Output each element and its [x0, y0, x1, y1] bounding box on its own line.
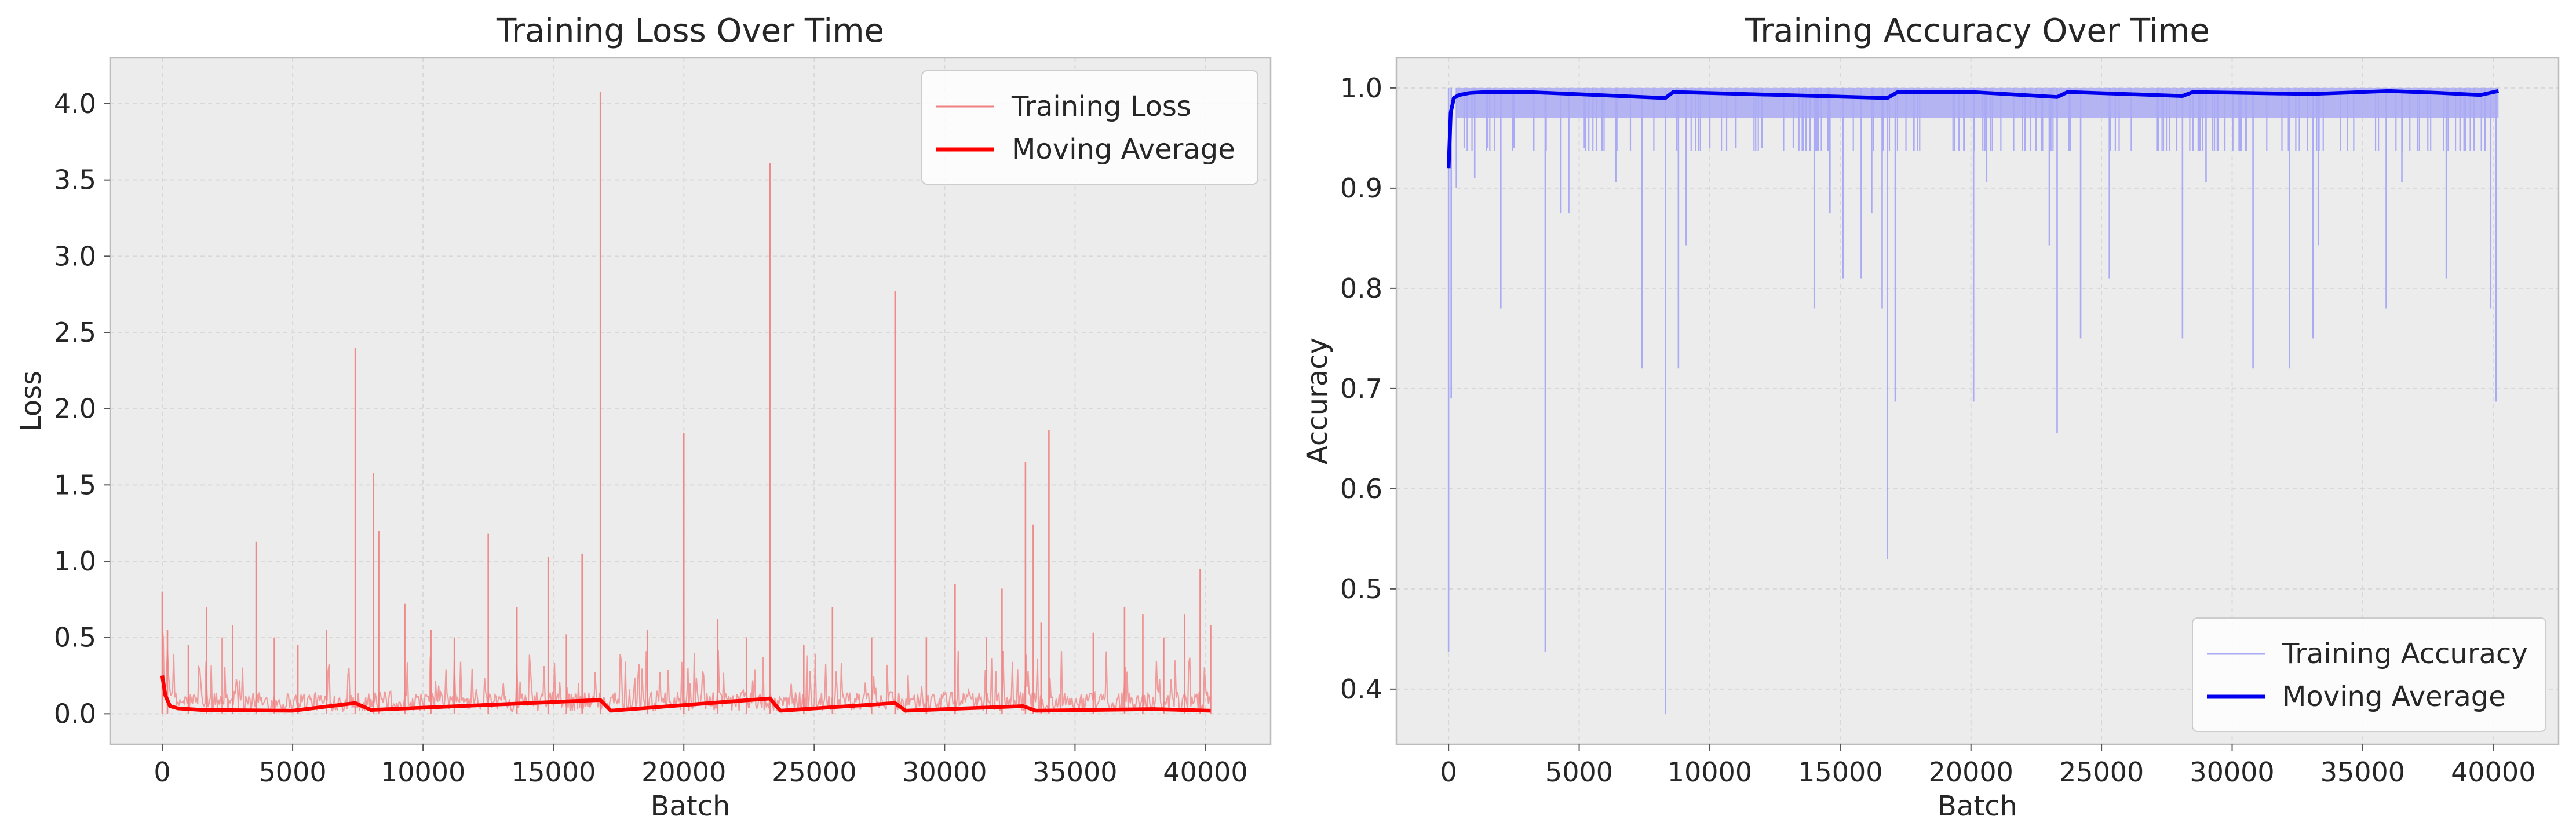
legend: Training Accuracy Moving Average	[2192, 617, 2546, 732]
axes-frame	[1395, 57, 2560, 745]
y-tick-label: 1.5	[54, 469, 96, 500]
x-tick-label: 30000	[2190, 756, 2274, 788]
plot-lines	[160, 91, 1212, 714]
x-tick-label: 40000	[2451, 756, 2535, 788]
y-tick-label: 0.5	[54, 622, 96, 653]
plot-lines	[1446, 87, 2499, 715]
x-tick-label: 40000	[1163, 756, 1247, 788]
loss-raw-line	[161, 627, 1212, 714]
x-tick-label: 0	[154, 756, 170, 788]
axes-frame	[109, 57, 1272, 745]
x-tick-label: 0	[1440, 756, 1457, 788]
y-tick-label: 0.8	[1340, 273, 1382, 304]
y-tick-label: 4.0	[54, 88, 96, 119]
chart-title: Training Accuracy Over Time	[1745, 12, 2210, 50]
legend-box	[921, 70, 1258, 185]
x-tick-label: 20000	[641, 756, 726, 788]
y-tick-label: 1.0	[1340, 72, 1382, 104]
y-tick-label: 3.0	[54, 240, 96, 272]
y-axis-label: Accuracy	[1301, 338, 1334, 464]
y-tick-label: 2.0	[54, 393, 96, 425]
loss-moving-average-line	[160, 675, 1211, 713]
x-axis-label: Batch	[1938, 790, 2017, 822]
legend-box	[2192, 617, 2546, 732]
y-tick-label: 2.5	[54, 317, 96, 348]
legend-label: Moving Average	[2282, 681, 2506, 713]
x-tick-label: 10000	[1668, 756, 1752, 788]
x-tick-label: 15000	[511, 756, 596, 788]
accuracy-chart-panel: 0 5000 10000 15000 20000 25000 30000 35000 40000…	[1301, 12, 2560, 822]
y-tick-label: 0.4	[1340, 674, 1382, 705]
legend-label: Training Accuracy	[2282, 638, 2528, 670]
y-tick-label: 0.5	[1340, 573, 1382, 605]
y-tick-label: 0.0	[54, 698, 96, 729]
x-tick-label: 5000	[259, 756, 327, 788]
x-tick-label: 15000	[1798, 756, 1882, 788]
y-tick-label: 0.6	[1340, 473, 1382, 504]
y-tick-label: 1.0	[54, 546, 96, 577]
x-tick-label: 10000	[381, 756, 465, 788]
x-tick-label: 25000	[2059, 756, 2144, 788]
x-tick-label: 20000	[1929, 756, 2013, 788]
x-tick-label: 35000	[2320, 756, 2405, 788]
y-tick-label: 0.7	[1340, 373, 1382, 404]
legend: Training Loss Moving Average	[921, 70, 1258, 185]
y-axis-label: Loss	[15, 371, 48, 431]
chart-title: Training Loss Over Time	[496, 12, 884, 50]
x-axis-label: Batch	[651, 790, 731, 822]
y-tick-label: 3.5	[54, 164, 96, 196]
x-tick-label: 25000	[772, 756, 856, 788]
x-tick-label: 30000	[902, 756, 987, 788]
loss-chart-panel: 0 5000 10000 15000 20000 25000 30000 35000 40000…	[15, 12, 1272, 822]
x-tick-label: 5000	[1545, 756, 1613, 788]
legend-label: Moving Average	[1012, 133, 1235, 166]
x-tick-label: 35000	[1032, 756, 1117, 788]
accuracy-moving-average-line	[1446, 89, 2499, 169]
legend-label: Training Loss	[1011, 90, 1191, 123]
y-tick-label: 0.9	[1340, 173, 1382, 204]
